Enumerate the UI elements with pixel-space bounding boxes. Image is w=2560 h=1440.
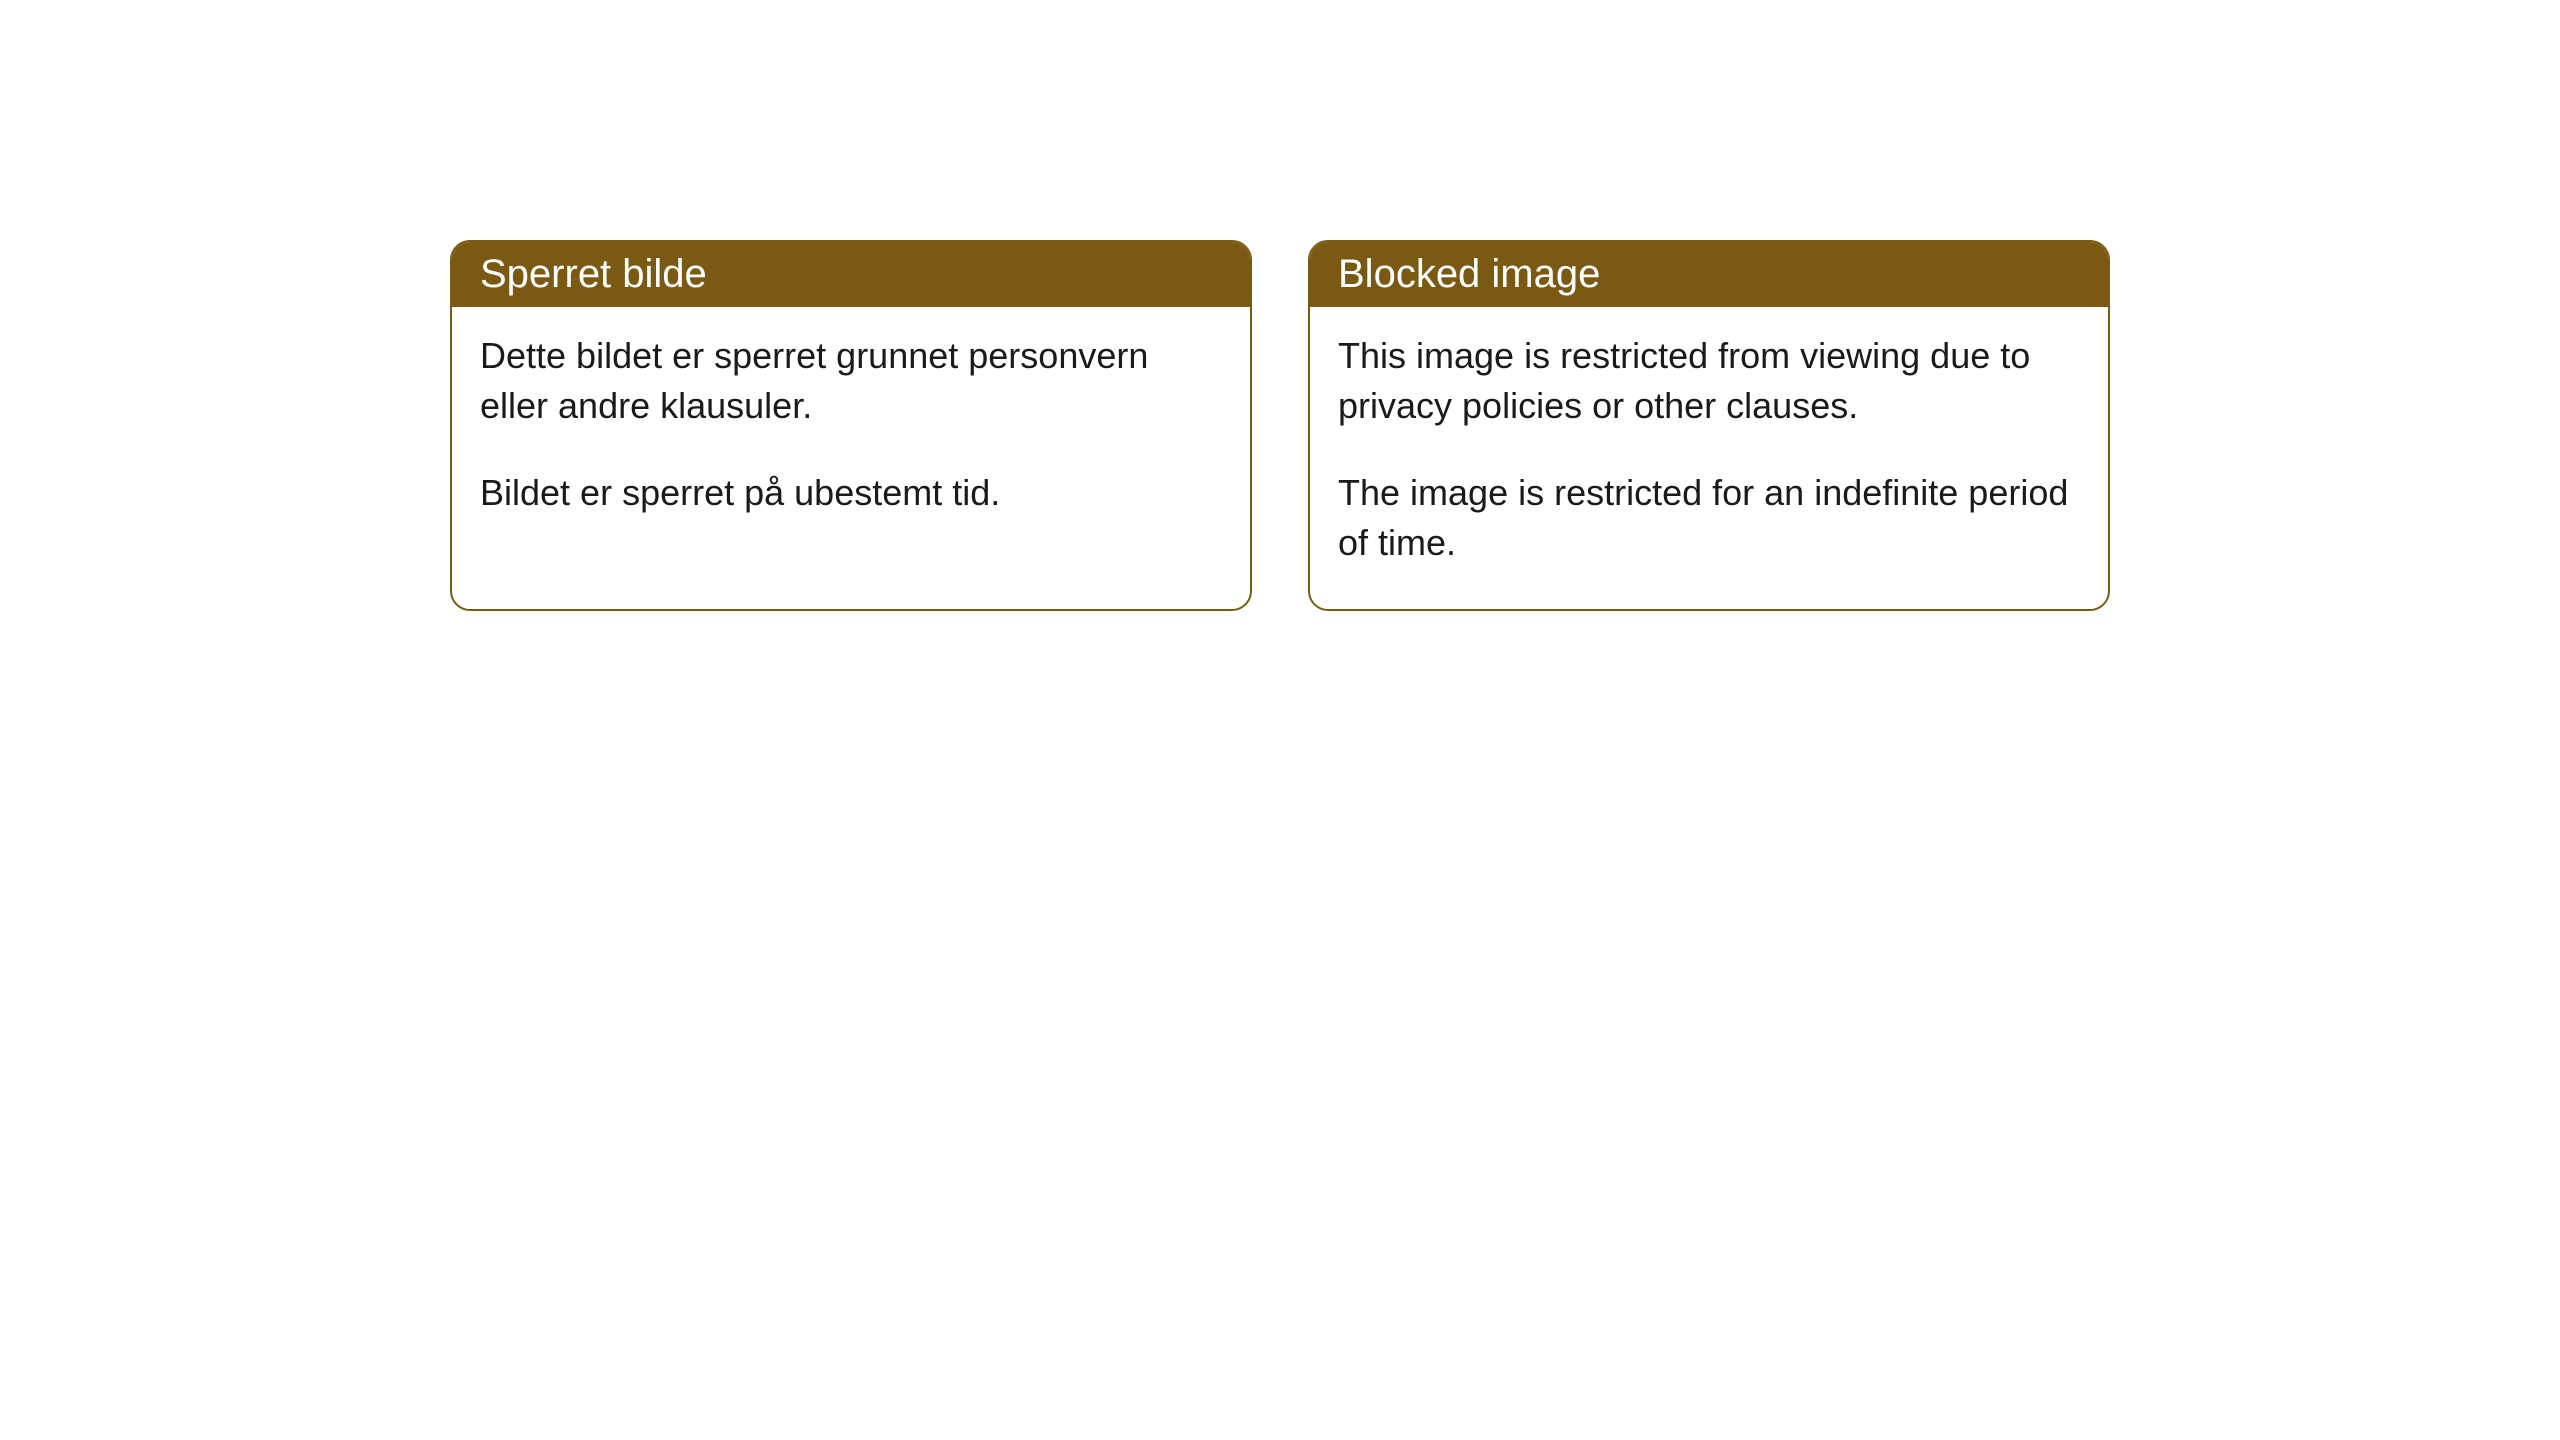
card-body-english: This image is restricted from viewing du… [1310, 307, 2108, 609]
card-title: Blocked image [1338, 252, 1600, 296]
card-paragraph: This image is restricted from viewing du… [1338, 331, 2080, 432]
card-header-norwegian: Sperret bilde [452, 242, 1250, 307]
card-paragraph: Dette bildet er sperret grunnet personve… [480, 331, 1222, 432]
card-paragraph: Bildet er sperret på ubestemt tid. [480, 468, 1222, 518]
card-title: Sperret bilde [480, 252, 707, 296]
blocked-image-card-norwegian: Sperret bilde Dette bildet er sperret gr… [450, 240, 1252, 611]
card-container: Sperret bilde Dette bildet er sperret gr… [450, 240, 2110, 611]
card-body-norwegian: Dette bildet er sperret grunnet personve… [452, 307, 1250, 558]
blocked-image-card-english: Blocked image This image is restricted f… [1308, 240, 2110, 611]
card-header-english: Blocked image [1310, 242, 2108, 307]
card-paragraph: The image is restricted for an indefinit… [1338, 468, 2080, 569]
